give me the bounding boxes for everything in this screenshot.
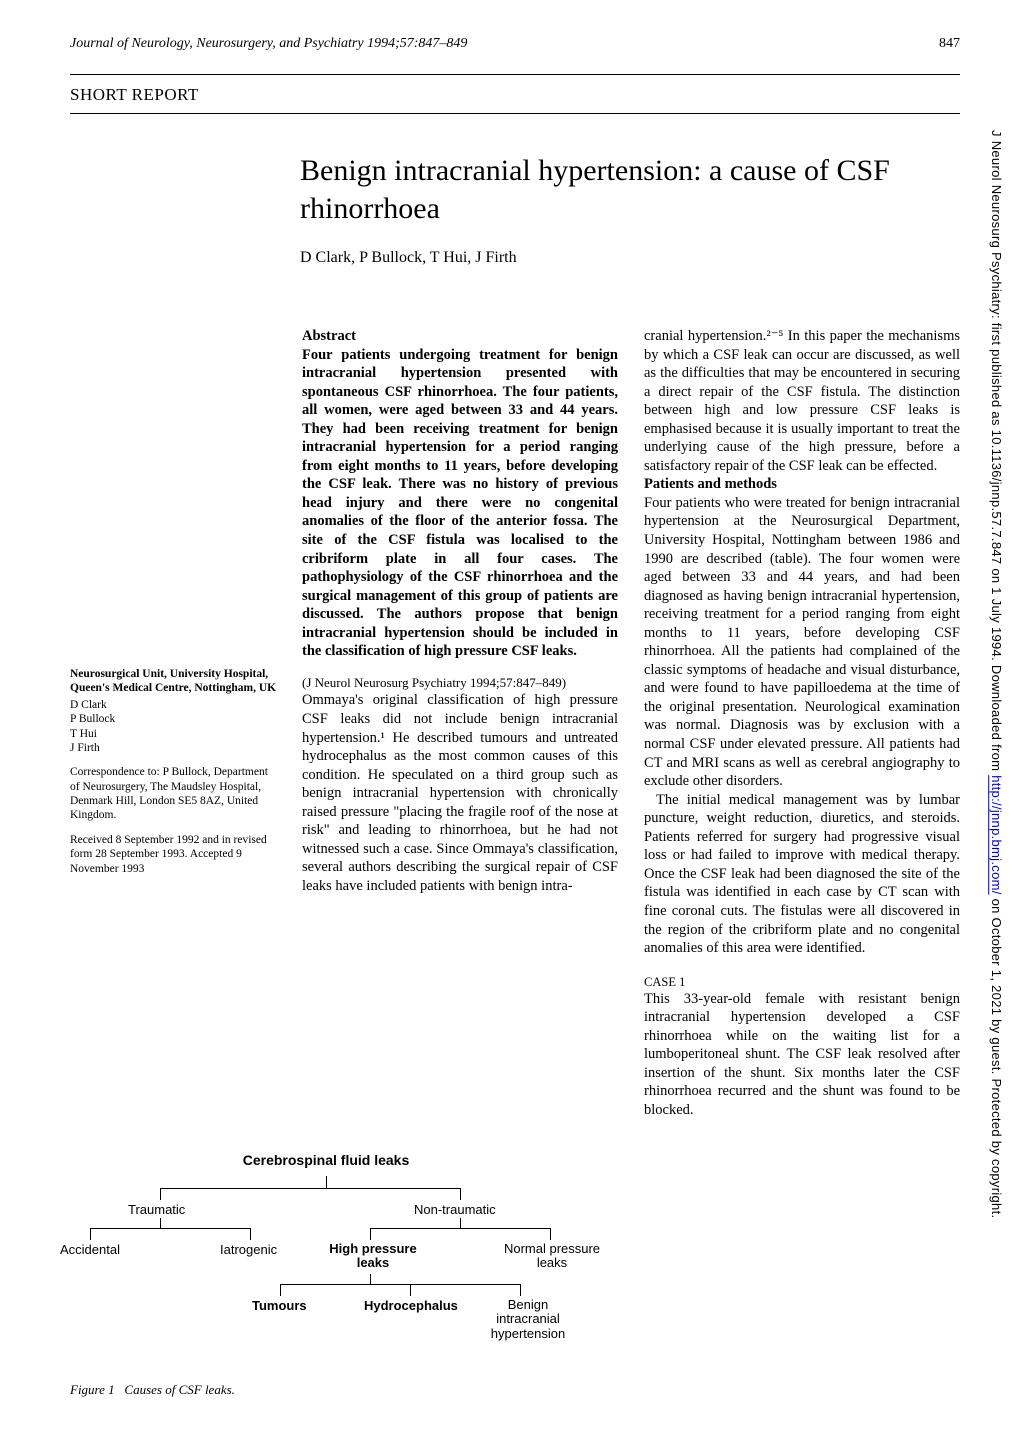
figure-caption-text: Causes of CSF leaks. bbox=[124, 1382, 235, 1397]
patients-heading: Patients and methods bbox=[644, 476, 777, 492]
abstract-text: Four patients undergoing treatment for b… bbox=[302, 347, 618, 660]
case1-heading: CASE 1 bbox=[644, 974, 960, 990]
intro-paragraph: Ommaya's original classification of high… bbox=[302, 691, 618, 895]
article-title: Benign intracranial hypertension: a caus… bbox=[300, 152, 960, 227]
node-high-pressure: High pressure leaks bbox=[328, 1242, 418, 1271]
inline-citation: (J Neurol Neurosurg Psychiatry 1994;57:8… bbox=[302, 675, 618, 692]
figure-1: Cerebrospinal fluid leaks Traumatic Non-… bbox=[70, 1152, 582, 1398]
rule-bottom bbox=[70, 113, 960, 114]
manuscript-dates: Received 8 September 1992 and in revised… bbox=[70, 833, 280, 876]
case1-text: This 33-year-old female with resistant b… bbox=[644, 990, 960, 1120]
watermark-link[interactable]: http://jnnp.bmj.com/ bbox=[989, 775, 1004, 894]
correspondence: Correspondence to: P Bullock, Department… bbox=[70, 765, 280, 823]
watermark-prefix: J Neurol Neurosurg Psychiatry: first pub… bbox=[989, 130, 1004, 775]
figure-caption: Figure 1 Causes of CSF leaks. bbox=[70, 1382, 582, 1398]
sidebar-author: T Hui bbox=[70, 727, 280, 741]
column-left: Abstract Four patients undergoing treatme… bbox=[302, 327, 618, 1119]
sidebar-author-list: D Clark P Bullock T Hui J Firth bbox=[70, 698, 280, 756]
node-bih: Benign intracranial hypertension bbox=[484, 1298, 572, 1341]
affiliation: Neurosurgical Unit, University Hospital,… bbox=[70, 667, 280, 696]
node-traumatic: Traumatic bbox=[128, 1202, 185, 1217]
sidebar-metadata: Neurosurgical Unit, University Hospital,… bbox=[70, 327, 280, 1119]
rule-top bbox=[70, 74, 960, 75]
patients-p2: The initial medical management was by lu… bbox=[644, 791, 960, 958]
node-tumours: Tumours bbox=[252, 1298, 307, 1313]
node-normal-pressure: Normal pressure leaks bbox=[502, 1242, 602, 1271]
author-line: D Clark, P Bullock, T Hui, J Firth bbox=[300, 249, 960, 267]
sidebar-author: D Clark bbox=[70, 698, 280, 712]
figure-number: Figure 1 bbox=[70, 1382, 115, 1397]
sidebar-author: P Bullock bbox=[70, 712, 280, 726]
patients-p1: Four patients who were treated for benig… bbox=[644, 495, 960, 789]
node-nontraumatic: Non-traumatic bbox=[414, 1202, 496, 1217]
column-right: cranial hypertension.²⁻⁵ In this paper t… bbox=[644, 327, 960, 1119]
figure-tree: Traumatic Non-traumatic Accidental Iatro… bbox=[70, 1176, 582, 1376]
watermark-suffix: on October 1, 2021 by guest. Protected b… bbox=[989, 895, 1004, 1219]
side-watermark: J Neurol Neurosurg Psychiatry: first pub… bbox=[976, 130, 1004, 1402]
node-hydrocephalus: Hydrocephalus bbox=[364, 1298, 458, 1313]
abstract-heading: Abstract bbox=[302, 328, 356, 344]
journal-ref: Journal of Neurology, Neurosurgery, and … bbox=[70, 36, 467, 52]
figure-title: Cerebrospinal fluid leaks bbox=[70, 1152, 582, 1168]
running-header: Journal of Neurology, Neurosurgery, and … bbox=[70, 36, 960, 52]
page-number: 847 bbox=[939, 36, 960, 52]
node-accidental: Accidental bbox=[60, 1242, 120, 1257]
section-label: SHORT REPORT bbox=[70, 85, 960, 105]
sidebar-author: J Firth bbox=[70, 741, 280, 755]
node-iatrogenic: Iatrogenic bbox=[220, 1242, 277, 1257]
intro-continued: cranial hypertension.²⁻⁵ In this paper t… bbox=[644, 327, 960, 475]
